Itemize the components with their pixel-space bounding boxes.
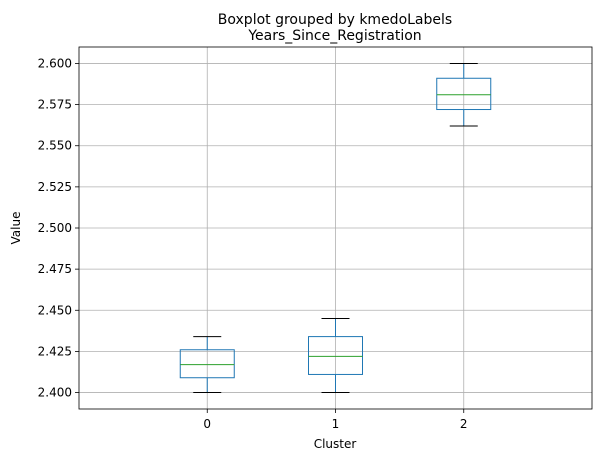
y-tick-label: 2.600	[38, 56, 72, 70]
iqr-box	[179, 349, 235, 379]
y-tick-label: 2.575	[38, 98, 72, 112]
iqr-box	[436, 77, 492, 111]
y-tick-label: 2.400	[38, 386, 72, 400]
y-tick-label: 2.500	[38, 221, 72, 235]
y-tick-label: 2.450	[38, 303, 72, 317]
box-group-cluster-0	[179, 336, 235, 394]
grid-lines	[79, 47, 592, 409]
y-tick-label: 2.550	[38, 139, 72, 153]
y-tick-label: 2.525	[38, 180, 72, 194]
chart-suptitle: Boxplot grouped by kmedoLabels	[218, 12, 452, 28]
y-axis-label: Value	[9, 212, 23, 245]
iqr-box	[308, 336, 363, 375]
y-tick-label: 2.425	[38, 344, 72, 358]
x-tick-label: 2	[460, 417, 468, 431]
x-tick-label: 1	[332, 417, 340, 431]
x-axis-label: Cluster	[314, 437, 357, 451]
box-group-cluster-1	[308, 318, 363, 394]
axis-ticks: 2.400 2.425 2.450 2.475 2.500 2.525 2.550 2.575…	[38, 56, 468, 431]
x-tick-label: 0	[203, 417, 211, 431]
y-tick-label: 2.475	[38, 262, 72, 276]
boxes	[179, 62, 492, 394]
chart-title: Years_Since_Registration	[247, 28, 421, 44]
box-group-cluster-2	[436, 62, 492, 127]
